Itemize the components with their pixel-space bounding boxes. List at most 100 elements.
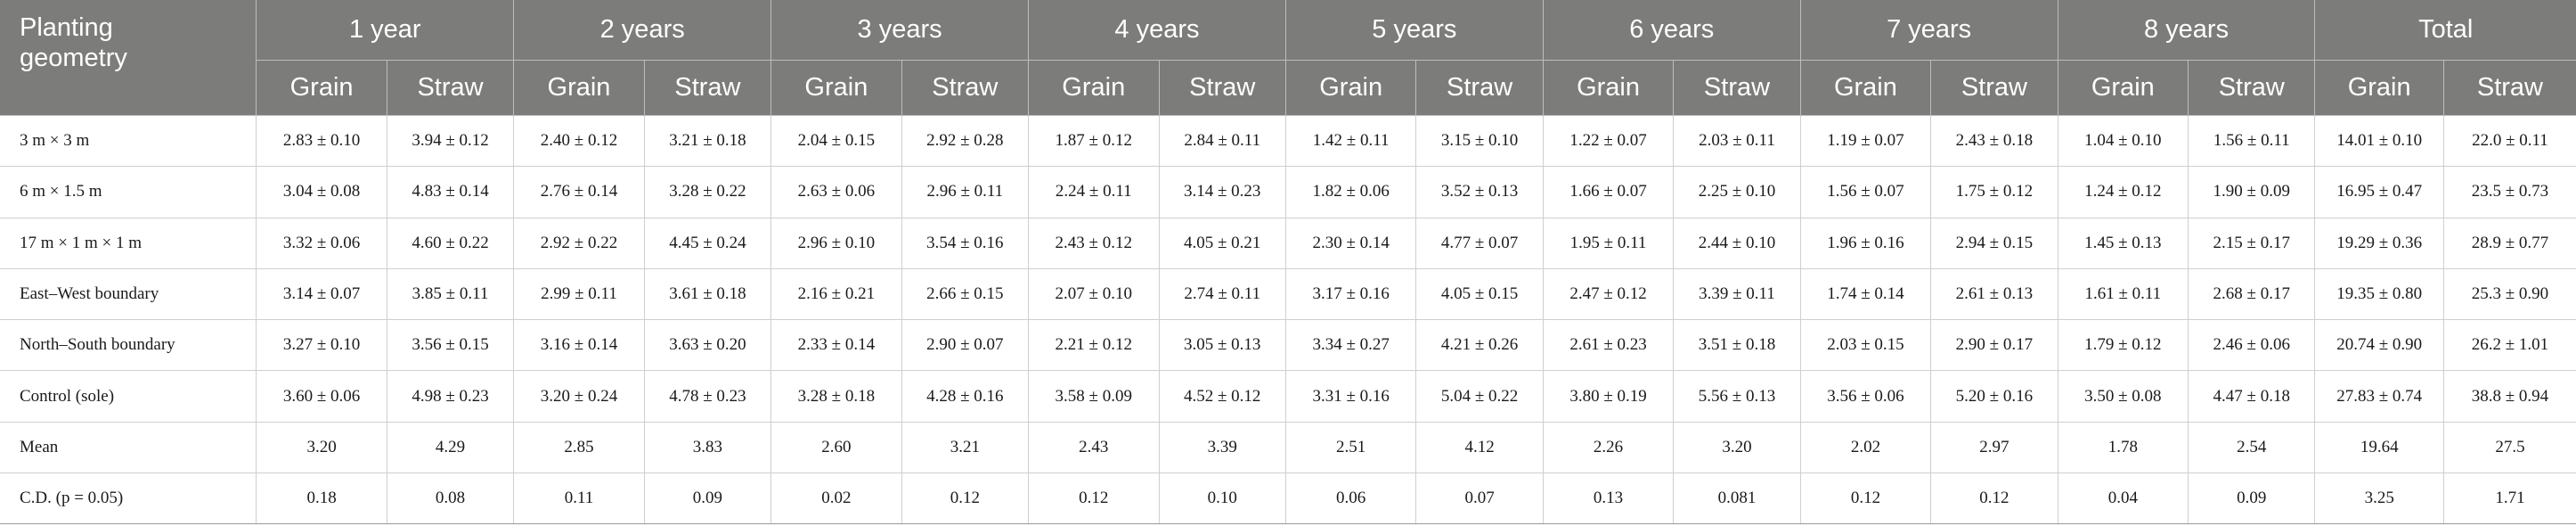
table-cell: 2.54 [2188,422,2316,474]
subheader-straw: Straw [2443,60,2576,116]
column-header-planting-geometry: Planting geometry [0,0,257,116]
table-cell: 1.61 ± 0.11 [2058,268,2189,321]
table-cell: 3.20 [256,422,387,474]
table-cell: 20.74 ± 0.90 [2314,319,2444,372]
table-cell: 4.21 ± 0.26 [1415,319,1544,372]
table-cell: 3.17 ± 0.16 [1285,268,1417,321]
table-cell: 0.02 [770,473,902,525]
table-cell: 2.92 ± 0.22 [513,218,645,269]
table-cell: 4.05 ± 0.21 [1159,218,1286,269]
row-label: 3 m × 3 m [0,115,257,168]
header-row-subcolumns: Grain Straw Grain Straw Grain Straw Grai… [0,60,2576,116]
table-cell: 3.60 ± 0.06 [256,370,387,423]
table-cell: 4.05 ± 0.15 [1415,268,1544,321]
table-cell: 1.96 ± 0.16 [1800,218,1932,269]
table-row: Mean 3.20 4.29 2.85 3.83 2.60 3.21 2.43 3.39 2.51… [0,422,2576,474]
table-cell: 2.03 ± 0.11 [1673,115,1801,168]
table-cell: 2.90 ± 0.17 [1930,319,2058,372]
table-cell: 2.33 ± 0.14 [770,319,902,372]
column-header-total: Total [2314,0,2576,61]
table-cell: 3.85 ± 0.11 [387,268,515,321]
table-cell: 3.94 ± 0.12 [387,115,515,168]
column-header-year-7: 7 years [1800,0,2058,61]
subheader-straw: Straw [2188,60,2316,116]
table-cell: 2.44 ± 0.10 [1673,218,1801,269]
subheader-straw: Straw [901,60,1030,116]
table-row: North–South boundary 3.27 ± 0.10 3.56 ± 0.… [0,319,2576,372]
column-header-year-5: 5 years [1285,0,1544,61]
table-cell: 3.27 ± 0.10 [256,319,387,372]
table-cell: 3.50 ± 0.08 [2058,370,2189,423]
table-cell: 0.12 [1930,473,2058,525]
table-cell: 1.75 ± 0.12 [1930,166,2058,218]
table-cell: 3.58 ± 0.09 [1028,370,1160,423]
column-header-year-8: 8 years [2058,0,2316,61]
table-cell: 4.83 ± 0.14 [387,166,515,218]
table-cell: 3.14 ± 0.07 [256,268,387,321]
table-row: 17 m × 1 m × 1 m 3.32 ± 0.06 4.60 ± 0.22 2.… [0,218,2576,269]
table-cell: 3.51 ± 0.18 [1673,319,1801,372]
header-row-years: Planting geometry 1 year 2 years 3 years… [0,0,2576,116]
table-cell: 2.92 ± 0.28 [901,115,1030,168]
table-cell: 3.15 ± 0.10 [1415,115,1544,168]
table-cell: 0.04 [2058,473,2189,525]
column-header-year-4: 4 years [1028,0,1286,61]
table-cell: 2.40 ± 0.12 [513,115,645,168]
table-cell: 2.21 ± 0.12 [1028,319,1160,372]
table-cell: 2.25 ± 0.10 [1673,166,1801,218]
table-cell: 3.80 ± 0.19 [1543,370,1675,423]
table-cell: 19.64 [2314,422,2444,474]
row-label: Control (sole) [0,370,257,423]
table-cell: 0.09 [2188,473,2316,525]
table-cell: 3.32 ± 0.06 [256,218,387,269]
table-cell: 0.081 [1673,473,1801,525]
table-cell: 0.07 [1415,473,1544,525]
table-cell: 2.24 ± 0.11 [1028,166,1160,218]
table-cell: 3.25 [2314,473,2444,525]
table-cell: 2.94 ± 0.15 [1930,218,2058,269]
table-cell: 3.21 [901,422,1030,474]
table-cell: 1.04 ± 0.10 [2058,115,2189,168]
table-row: 3 m × 3 m 2.83 ± 0.10 3.94 ± 0.12 2.40 ± 0.… [0,115,2576,168]
column-header-year-2: 2 years [513,0,772,61]
table-row: Control (sole) 3.60 ± 0.06 4.98 ± 0.23 3.20… [0,370,2576,423]
table-cell: 1.90 ± 0.09 [2188,166,2316,218]
table-cell: 2.43 ± 0.12 [1028,218,1160,269]
table-cell: 1.87 ± 0.12 [1028,115,1160,168]
table-cell: 2.99 ± 0.11 [513,268,645,321]
table-cell: 1.19 ± 0.07 [1800,115,1932,168]
table-cell: 2.66 ± 0.15 [901,268,1030,321]
table-cell: 0.06 [1285,473,1417,525]
table-cell: 23.5 ± 0.73 [2443,166,2576,218]
table-cell: 3.63 ± 0.20 [644,319,772,372]
subheader-grain: Grain [1800,60,1932,116]
table-cell: 27.5 [2443,422,2576,474]
subheader-straw: Straw [1673,60,1801,116]
table-cell: 2.76 ± 0.14 [513,166,645,218]
column-header-year-1: 1 year [256,0,515,61]
table-cell: 2.46 ± 0.06 [2188,319,2316,372]
table-cell: 3.39 ± 0.11 [1673,268,1801,321]
subheader-straw: Straw [644,60,772,116]
table-cell: 2.51 [1285,422,1417,474]
subheader-grain: Grain [2314,60,2444,116]
table-cell: 0.09 [644,473,772,525]
table-cell: 4.12 [1415,422,1544,474]
table-cell: 28.9 ± 0.77 [2443,218,2576,269]
subheader-grain: Grain [256,60,387,116]
subheader-straw: Straw [1159,60,1286,116]
row-label: Mean [0,422,257,474]
table-cell: 38.8 ± 0.94 [2443,370,2576,423]
table-cell: 2.74 ± 0.11 [1159,268,1286,321]
table-cell: 4.60 ± 0.22 [387,218,515,269]
row-label: C.D. (p = 0.05) [0,473,257,525]
table-cell: 2.83 ± 0.10 [256,115,387,168]
column-header-year-3: 3 years [770,0,1030,61]
subheader-grain: Grain [1285,60,1417,116]
table-cell: 3.56 ± 0.06 [1800,370,1932,423]
table-cell: 2.43 ± 0.18 [1930,115,2058,168]
table-cell: 0.12 [1028,473,1160,525]
table-cell: 2.26 [1543,422,1675,474]
table-cell: 1.82 ± 0.06 [1285,166,1417,218]
